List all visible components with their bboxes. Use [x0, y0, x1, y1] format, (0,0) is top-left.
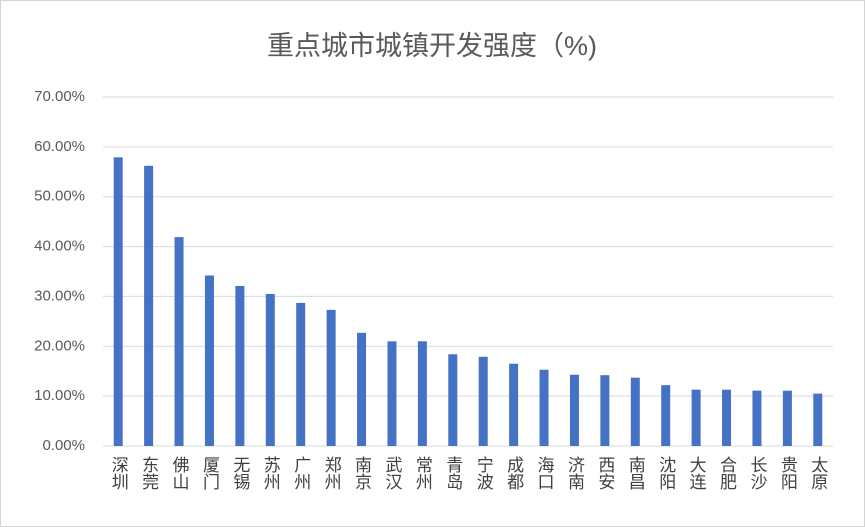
x-tick-label: 厦门 [200, 456, 220, 491]
x-tick-label: 海口 [535, 456, 555, 490]
bar [539, 369, 549, 446]
bar [691, 389, 701, 446]
bar [235, 285, 245, 446]
y-tick-label: 50.00% [34, 188, 85, 205]
x-tick-label: 郑州 [322, 456, 342, 490]
x-tick-label: 大连 [687, 456, 707, 490]
bar [387, 341, 397, 446]
x-tick-label: 成都 [504, 456, 524, 490]
bar [722, 389, 732, 446]
bar [144, 165, 154, 446]
x-tick-label: 南京 [352, 456, 372, 491]
x-tick-label: 沈阳 [656, 456, 676, 490]
x-tick-label: 长沙 [747, 456, 767, 490]
y-tick-label: 30.00% [34, 287, 85, 304]
bar [448, 354, 458, 446]
bar [782, 390, 792, 446]
bar [204, 275, 214, 446]
bar [478, 356, 488, 446]
bar [661, 385, 671, 446]
x-tick-label: 广州 [291, 456, 311, 490]
x-tick-label: 武汉 [382, 456, 402, 490]
x-tick-label: 合肥 [717, 456, 737, 490]
x-tick-label: 贵阳 [778, 456, 798, 490]
y-tick-label: 20.00% [34, 337, 85, 354]
bar [326, 309, 336, 446]
y-tick-label: 70.00% [34, 88, 85, 105]
bar [113, 157, 123, 446]
x-tick-label: 西安 [595, 456, 614, 490]
bar [752, 390, 762, 446]
x-tick-label: 深圳 [109, 456, 129, 490]
bar [630, 377, 640, 446]
x-tick-label: 太原 [808, 456, 828, 490]
x-tick-label: 宁波 [474, 456, 494, 490]
bar [417, 341, 427, 446]
bar [265, 293, 275, 446]
y-tick-label: 60.00% [34, 138, 85, 155]
y-tick-label: 40.00% [34, 238, 85, 255]
bar [569, 374, 579, 446]
bar [357, 332, 367, 446]
bar [296, 302, 306, 446]
x-tick-label: 青岛 [443, 456, 462, 491]
x-tick-label: 常州 [413, 456, 433, 490]
x-tick-label: 苏州 [261, 456, 281, 490]
bar [174, 237, 184, 446]
bar [600, 375, 610, 446]
bar [509, 363, 519, 446]
bar [813, 393, 823, 446]
x-tick-label: 南昌 [626, 456, 645, 490]
y-tick-label: 0.00% [42, 437, 85, 454]
chart-title: 重点城市城镇开发强度（%) [267, 31, 597, 61]
x-tick-label: 佛山 [170, 456, 190, 490]
y-tick-label: 10.00% [34, 387, 85, 404]
x-tick-label: 无锡 [230, 456, 250, 491]
x-tick-label: 济南 [565, 456, 585, 490]
x-tick-label: 东莞 [139, 456, 159, 490]
